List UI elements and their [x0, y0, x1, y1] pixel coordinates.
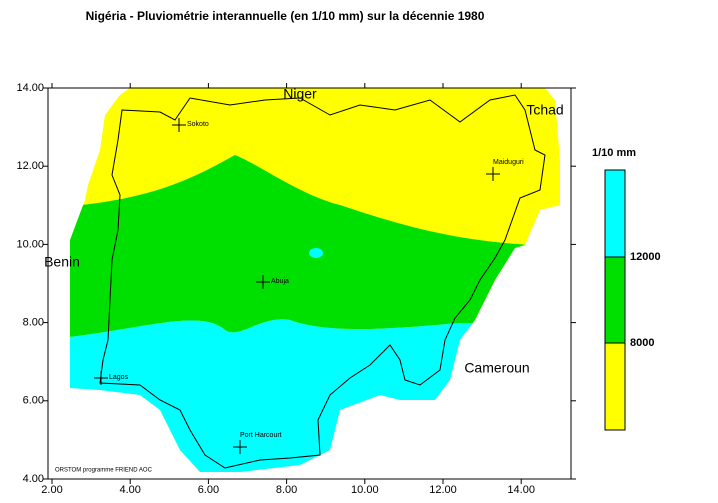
- y-tick-label: 10.00: [16, 238, 44, 250]
- country-label: Niger: [283, 86, 317, 102]
- y-tick-label: 4.00: [23, 473, 44, 485]
- title: Nigéria - Pluviométrie interannuelle (en…: [86, 9, 485, 23]
- city-label: Sokoto: [187, 121, 209, 128]
- country-label: Benin: [44, 254, 80, 270]
- legend-title: 1/10 mm: [592, 147, 636, 159]
- plot-frame: [47, 87, 572, 480]
- y-tick-label: 8.00: [23, 317, 44, 329]
- country-label: Cameroun: [464, 360, 529, 376]
- country-label: Tchad: [526, 102, 563, 118]
- rain-zones: [70, 88, 560, 472]
- legend-label: 12000: [630, 251, 661, 263]
- credit: ORSTOM programme FRIEND AOC: [55, 468, 153, 474]
- x-tick-label: 2.00: [41, 484, 62, 496]
- zone-cyan: [70, 319, 560, 472]
- city-label: Port Harcourt: [240, 432, 282, 439]
- x-tick-label: 8.00: [276, 484, 297, 496]
- x-tick-label: 12.00: [429, 484, 457, 496]
- x-tick-label: 6.00: [198, 484, 219, 496]
- zone-green: [70, 155, 530, 338]
- y-tick-label: 6.00: [23, 395, 44, 407]
- city-label: Lagos: [109, 374, 129, 381]
- legend-swatch: [604, 342, 626, 431]
- zone-spot: [309, 248, 323, 258]
- y-tick-label: 14.00: [16, 82, 44, 94]
- city-marker: [256, 275, 270, 289]
- x-tick-label: 10.00: [351, 484, 379, 496]
- city-marker: [94, 371, 108, 385]
- x-tick-label: 4.00: [119, 484, 140, 496]
- city-marker: [233, 440, 247, 454]
- city-label: Abuja: [271, 278, 289, 285]
- city-marker: [172, 118, 186, 132]
- legend-swatch: [604, 169, 626, 258]
- city-marker: [486, 167, 500, 181]
- x-tick-label: 14.00: [507, 484, 535, 496]
- legend-label: 8000: [630, 337, 654, 349]
- y-tick-label: 12.00: [16, 160, 44, 172]
- legend-swatch: [604, 256, 626, 344]
- city-label: Maiduguri: [493, 159, 524, 166]
